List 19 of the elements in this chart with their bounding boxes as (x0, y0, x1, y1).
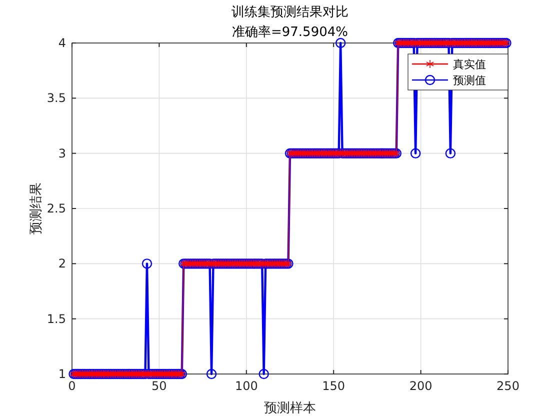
x-tick-label: 200 (409, 379, 432, 393)
x-tick-label: 0 (68, 379, 76, 393)
x-tick-label: 50 (152, 379, 167, 393)
y-tick-label: 3.5 (46, 91, 66, 106)
y-tick-label: 2 (58, 256, 66, 271)
legend-label: 预测值 (453, 74, 486, 87)
y-axis-title: 预测结果 (29, 182, 44, 234)
x-axis-title: 预测样本 (264, 401, 316, 416)
y-tick-label: 1 (58, 367, 66, 381)
chart-title: 训练集预测结果对比 (232, 5, 348, 20)
x-tick-label: 100 (234, 379, 258, 393)
y-tick-label: 2.5 (46, 202, 66, 216)
y-tick-label: 3 (58, 146, 66, 160)
chart-subtitle: 准确率=97.5904% (232, 24, 348, 40)
y-tick-label: 4 (58, 36, 66, 50)
legend-label: 真实值 (453, 58, 486, 71)
x-tick-label: 250 (496, 379, 520, 393)
y-tick-label: 1.5 (46, 312, 66, 326)
x-tick-label: 150 (322, 379, 346, 393)
